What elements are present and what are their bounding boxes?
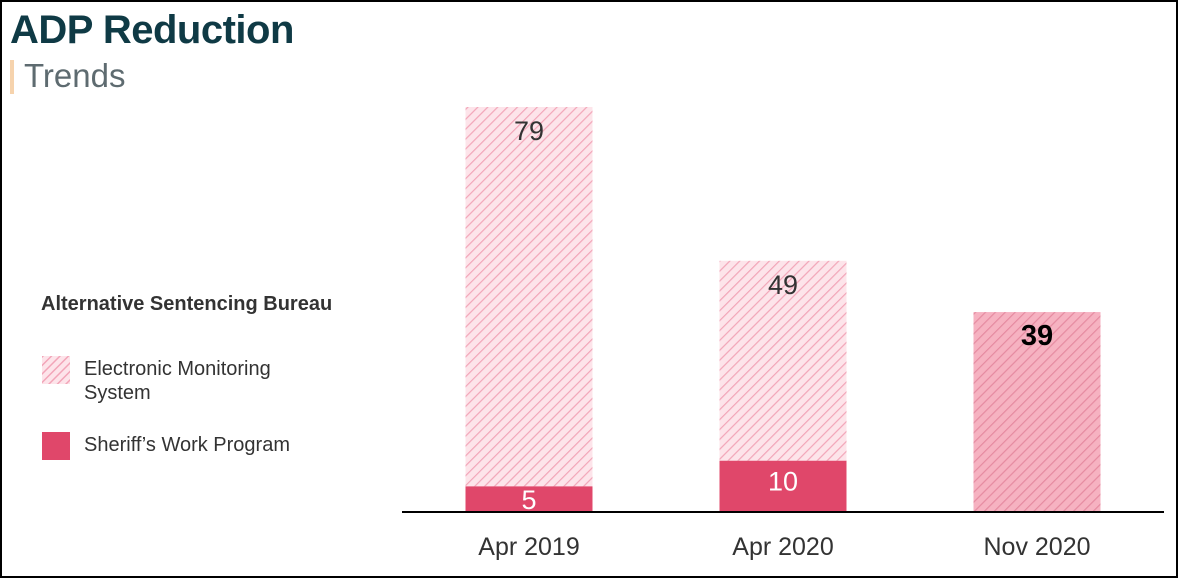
bar-electronic-monitoring-2 — [973, 312, 1101, 512]
legend-label-sheriffs-work-program: Sheriff’s Work Program — [84, 434, 290, 456]
legend-label-electronic-monitoring-line1: Electronic Monitoring — [84, 358, 271, 380]
bars-group — [465, 107, 1101, 512]
legend-swatch-electronic-monitoring — [42, 356, 70, 384]
labels-group: 79 5 Apr 2019 49 10 Apr 2020 39 Nov 2020 — [478, 116, 1090, 561]
data-label-sheriffs-work-program-0: 5 — [521, 485, 536, 515]
bar-sheriffs-work-program-1 — [719, 460, 847, 512]
bar-electronic-monitoring-0 — [465, 107, 593, 487]
data-label-electronic-monitoring-0: 79 — [514, 116, 544, 146]
subtitle-accent-bar — [10, 60, 14, 94]
data-label-electronic-monitoring-1: 49 — [768, 270, 798, 300]
chart-title: ADP Reduction — [10, 8, 294, 52]
legend-swatch-sheriffs-work-program — [42, 432, 70, 460]
bar-electronic-monitoring-1 — [719, 260, 847, 461]
x-tick-label-2: Nov 2020 — [983, 533, 1090, 561]
data-label-sheriffs-work-program-1: 10 — [768, 467, 798, 497]
chart-subtitle: Trends — [24, 57, 126, 94]
x-tick-label-1: Apr 2020 — [732, 533, 833, 561]
legend-title: Alternative Sentencing Bureau — [41, 293, 333, 315]
legend-label-electronic-monitoring-line2: System — [84, 382, 151, 404]
x-tick-label-0: Apr 2019 — [478, 533, 579, 561]
bar-sheriffs-work-program-0 — [465, 486, 593, 512]
legend-label-electronic-monitoring: Electronic Monitoring System — [84, 357, 344, 405]
data-label-electronic-monitoring-2: 39 — [1021, 320, 1053, 352]
